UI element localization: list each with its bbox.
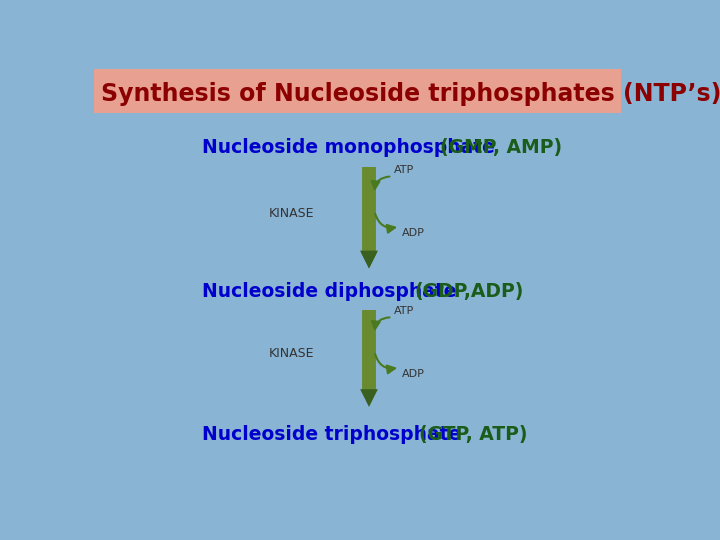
Text: Nucleoside monophosphate: Nucleoside monophosphate xyxy=(202,138,502,158)
Text: KINASE: KINASE xyxy=(269,207,315,220)
Text: Synthesis of Nucleoside triphosphates (NTP’s): Synthesis of Nucleoside triphosphates (N… xyxy=(101,82,720,106)
Text: KINASE: KINASE xyxy=(269,347,315,360)
Text: (GDP,ADP): (GDP,ADP) xyxy=(414,282,523,301)
Text: (GMP, AMP): (GMP, AMP) xyxy=(441,138,562,158)
Text: ADP: ADP xyxy=(402,369,424,379)
Text: Nucleoside diphosphate: Nucleoside diphosphate xyxy=(202,282,464,301)
Text: (GTP, ATP): (GTP, ATP) xyxy=(419,425,528,444)
Text: ADP: ADP xyxy=(402,228,424,238)
Text: ATP: ATP xyxy=(394,306,414,316)
Text: Nucleoside triphosphate: Nucleoside triphosphate xyxy=(202,425,468,444)
Text: ATP: ATP xyxy=(394,165,414,176)
FancyBboxPatch shape xyxy=(94,69,621,113)
